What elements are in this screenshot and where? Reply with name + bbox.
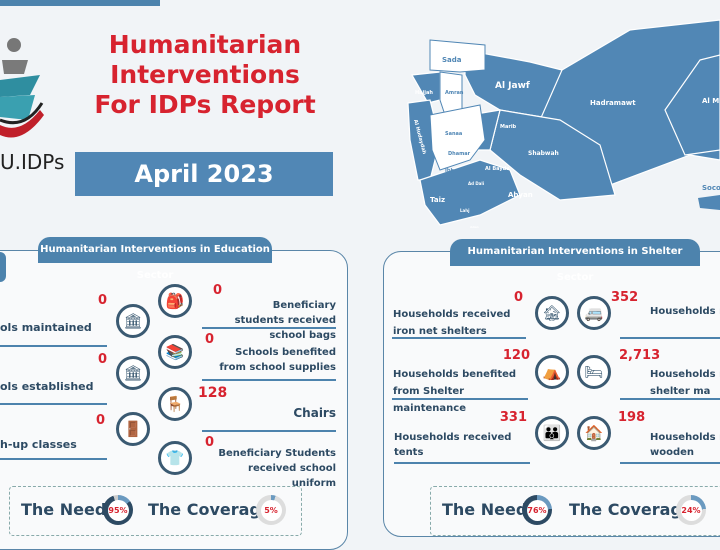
map-region [429, 104, 486, 171]
family-house-icon: 👪 [535, 416, 569, 450]
region-label: Al Mahrah [702, 97, 720, 105]
item-label: Households received iron net shelters [393, 309, 511, 337]
map-region [664, 54, 720, 156]
item-label: Beneficiary Students received school uni… [218, 448, 336, 489]
item-value: 0 [98, 293, 108, 308]
coverage-label: The Coverage [148, 500, 272, 519]
item-label: h-up classes [0, 438, 77, 451]
logo-text: U.IDPs [0, 150, 65, 174]
item-value: 352 [611, 290, 639, 305]
item-label: Schools benefited from school supplies [219, 347, 336, 373]
item-label: Households benefited from Shelter mainte… [393, 369, 517, 414]
need-donut: 76% [522, 495, 552, 525]
region-label: Al Bayda [485, 166, 510, 172]
region-label: Marib [500, 124, 517, 130]
divider [0, 345, 107, 347]
books-icon: 📚 [158, 335, 192, 369]
item-value: 2,713 [619, 348, 661, 363]
region-label: Ibb [445, 168, 454, 174]
divider [620, 462, 720, 464]
uniform-icon: 👕 [158, 441, 192, 475]
education-title: Humanitarian Interventions in Education … [38, 237, 272, 281]
item-label: Households received tents [394, 432, 512, 458]
school-building-icon: 🏛 [116, 356, 150, 390]
region-label: Sada [442, 56, 462, 64]
map-region [411, 71, 441, 104]
yemen-map: Sada Al Jawf Hajjah Amran Hadramawt Al M… [407, 19, 720, 229]
divider [202, 327, 336, 329]
socotra-island [698, 195, 720, 210]
divider [620, 337, 720, 339]
region-label: Al Jawf [495, 81, 530, 91]
divider [620, 398, 720, 400]
item-label: ols maintained [0, 321, 92, 334]
divider [0, 403, 107, 405]
region-label: Hajjah [415, 90, 433, 96]
shelter-title: Humanitarian Interventions in Shelter Se… [450, 239, 700, 283]
report-date: April 2023 [75, 152, 333, 196]
chair-desk-icon: 🪑 [158, 387, 192, 421]
item-value: 0 [213, 283, 223, 298]
need-donut: 95% [103, 495, 133, 525]
need-label: The Need [21, 500, 107, 519]
item-value: 331 [499, 410, 527, 425]
item-value: 0 [205, 435, 215, 450]
region-label: Amran [445, 90, 464, 96]
backpack-icon: 🎒 [158, 284, 192, 318]
region-label: Lahj [460, 208, 470, 213]
divider [392, 398, 528, 400]
organization-logo [0, 35, 48, 145]
divider [392, 337, 526, 339]
region-label: Abyan [508, 191, 533, 199]
item-value: 0 [98, 352, 108, 367]
map-region [419, 159, 521, 226]
region-label: Aden [470, 225, 479, 229]
iron-shelter-icon: 🏚 [535, 296, 569, 330]
item-value: 128 [198, 385, 228, 401]
item-label: Households re shelter ma [650, 369, 720, 397]
wooden-shelter-icon: 🏠 [577, 416, 611, 450]
top-bar [0, 0, 160, 6]
item-value: 198 [618, 410, 646, 425]
region-label: Dhamar [448, 151, 471, 157]
divider [202, 430, 336, 432]
item-label: Chairs [293, 406, 336, 420]
item-value: 0 [513, 290, 523, 305]
item-label: ols established [0, 380, 94, 393]
classroom-door-icon: 🚪 [116, 412, 150, 446]
coverage-donut: 5% [256, 495, 286, 525]
coverage-label: The Coverage [569, 500, 693, 519]
bed-shelter-icon: 🛏 [577, 355, 611, 389]
item-value: 0 [205, 332, 215, 347]
region-label: Sanaa [445, 131, 462, 137]
region-label: Ad Dali [468, 181, 485, 186]
report-title: Humanitarian Interventions For IDPs Repo… [94, 30, 316, 119]
need-coverage-box [9, 486, 302, 536]
need-coverage-box [430, 486, 720, 536]
divider [202, 379, 336, 381]
region-label: Socotra [702, 184, 720, 192]
region-label: Shabwah [528, 150, 559, 157]
divider [394, 462, 530, 464]
tent-icon: ⛺ [535, 355, 569, 389]
map-region [429, 39, 486, 73]
school-building-icon: 🏛 [116, 304, 150, 338]
item-value: 120 [502, 348, 530, 363]
region-label: Hadramawt [590, 99, 636, 107]
divider [0, 458, 107, 460]
coverage-donut: 24% [676, 495, 706, 525]
item-label: Households re p [650, 306, 720, 317]
item-label: Households re wooden [650, 432, 720, 458]
need-label: The Need [442, 500, 528, 519]
item-value: 0 [96, 413, 106, 428]
education-side-tab [0, 252, 6, 282]
caravan-icon: 🚐 [577, 296, 611, 330]
region-label: Taiz [430, 196, 445, 204]
item-label: Beneficiary students received school bag… [234, 300, 336, 341]
map-region [489, 109, 616, 201]
